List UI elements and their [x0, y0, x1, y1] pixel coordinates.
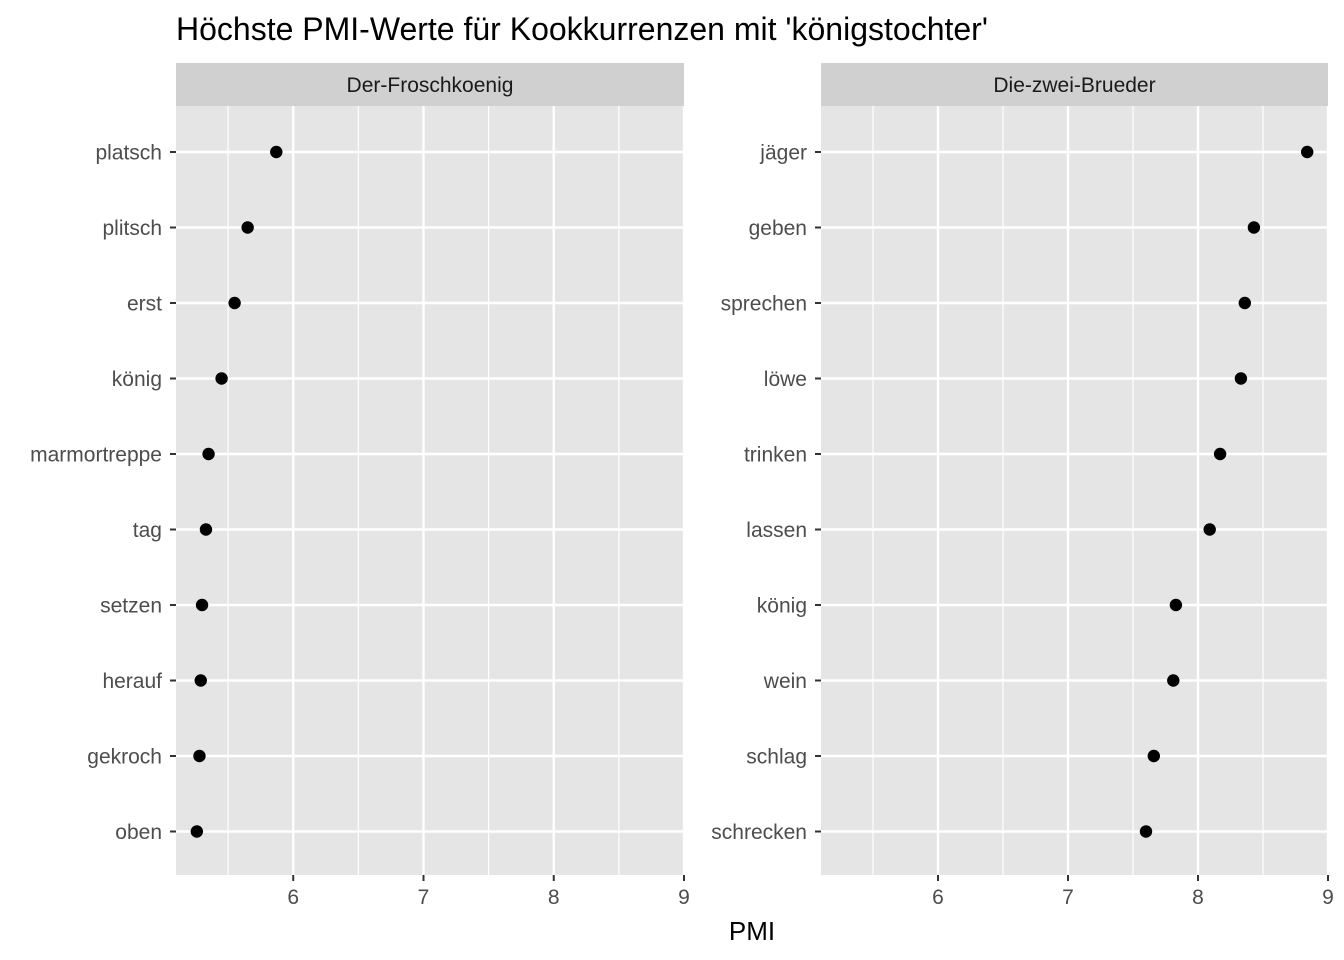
y-tick-label: könig: [112, 368, 162, 391]
data-point: [1167, 674, 1180, 687]
y-tick-label: platsch: [95, 142, 162, 165]
data-point: [195, 598, 209, 612]
data-point: [1234, 372, 1248, 385]
y-tick-label: gekroch: [87, 746, 162, 769]
data-point: [215, 372, 228, 385]
y-tick-label: herauf: [102, 670, 162, 693]
y-tick-label: tag: [133, 519, 162, 542]
data-point: [1139, 825, 1153, 838]
y-tick-label: sprechen: [721, 293, 807, 316]
plot-panel: [176, 106, 684, 875]
y-tick-label: lassen: [746, 519, 807, 542]
data-point: [1213, 447, 1227, 461]
y-tick-label: jäger: [759, 142, 807, 165]
data-point: [270, 145, 283, 159]
data-point: [199, 523, 213, 536]
data-point: [1238, 296, 1252, 310]
data-point: [228, 296, 241, 310]
y-tick-label: geben: [749, 217, 807, 240]
y-tick-label: trinken: [744, 444, 807, 467]
data-point: [1301, 145, 1314, 159]
y-tick-label: löwe: [764, 368, 807, 391]
x-tick-label: 8: [548, 886, 560, 909]
x-tick-label: 9: [1322, 886, 1334, 909]
facet-strip-label: Die-zwei-Brueder: [993, 74, 1155, 97]
y-tick-label: schlag: [746, 746, 807, 769]
x-tick-label: 6: [287, 886, 299, 909]
y-tick-label: plitsch: [102, 217, 162, 240]
data-point: [190, 825, 204, 838]
y-tick-label: setzen: [100, 595, 162, 618]
data-point: [1169, 598, 1183, 612]
facet-strip: [176, 63, 684, 106]
data-point: [202, 447, 215, 461]
x-tick-label: 8: [1192, 886, 1204, 909]
y-tick-label: könig: [757, 595, 807, 618]
x-tick-label: 6: [932, 886, 944, 909]
x-axis-title: PMI: [729, 916, 775, 946]
facet-strip-label: Der-Froschkoenig: [347, 74, 514, 97]
y-tick-label: erst: [127, 293, 162, 316]
facet-strip: [821, 63, 1328, 106]
chart-title: Höchste PMI-Werte für Kookkurrenzen mit …: [176, 11, 988, 47]
y-tick-label: marmortreppe: [30, 444, 162, 467]
y-tick-label: oben: [115, 821, 162, 844]
data-point: [1147, 749, 1161, 763]
x-tick-label: 7: [1062, 886, 1074, 909]
y-tick-label: schrecken: [711, 821, 807, 844]
data-point: [193, 749, 206, 763]
x-tick-label: 9: [678, 886, 690, 909]
data-point: [194, 674, 207, 687]
facet-panels: Der-Froschkoenig 6 7 8 9 platsch plitsch erst kö…: [30, 63, 1334, 909]
facet-der-froschkoenig: Der-Froschkoenig 6 7 8 9 platsch plitsch erst kö…: [30, 63, 690, 909]
facet-die-zwei-brueder: Die-zwei-Brueder 6 7 8 9 jäger geben sprechen lö…: [711, 63, 1334, 909]
x-tick-label: 7: [418, 886, 430, 909]
y-tick-label: wein: [763, 670, 807, 693]
data-point: [1203, 523, 1216, 536]
data-point: [241, 221, 254, 234]
plot-panel: [821, 106, 1328, 875]
data-point: [1247, 221, 1261, 234]
